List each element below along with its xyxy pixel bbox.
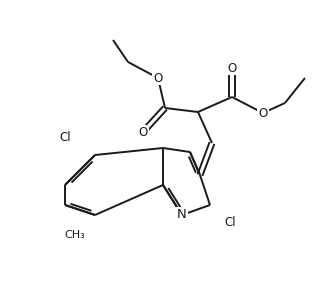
Text: O: O	[227, 61, 237, 75]
Text: Cl: Cl	[224, 216, 236, 228]
Text: O: O	[153, 71, 163, 84]
Text: O: O	[138, 125, 148, 139]
Text: N: N	[177, 208, 187, 222]
Text: Cl: Cl	[59, 131, 71, 144]
Text: CH₃: CH₃	[65, 230, 85, 240]
Text: O: O	[258, 106, 268, 119]
